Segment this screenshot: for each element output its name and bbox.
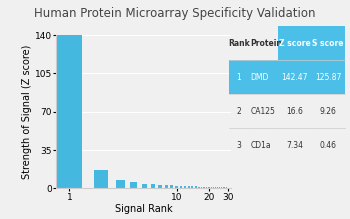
Text: 9.26: 9.26	[320, 107, 337, 116]
Bar	[175, 186, 178, 188]
Bar	[53, 32, 82, 188]
Text: 142.47: 142.47	[282, 73, 308, 82]
Text: 16.6: 16.6	[286, 107, 303, 116]
Bar	[215, 187, 216, 188]
Bar	[213, 187, 214, 188]
Bar	[141, 184, 147, 188]
Text: Rank: Rank	[228, 39, 250, 48]
Y-axis label: Strength of Signal (Z score): Strength of Signal (Z score)	[22, 44, 32, 179]
Text: CA125: CA125	[250, 107, 275, 116]
Text: Human Protein Microarray Specificity Validation: Human Protein Microarray Specificity Val…	[34, 7, 316, 19]
Bar	[158, 185, 162, 188]
Text: 7.34: 7.34	[286, 141, 303, 150]
Bar	[191, 186, 194, 188]
Bar	[201, 187, 202, 188]
Text: 3: 3	[237, 141, 241, 150]
X-axis label: Signal Rank: Signal Rank	[115, 204, 172, 214]
Bar	[131, 182, 138, 188]
Text: 125.87: 125.87	[315, 73, 341, 82]
Bar	[188, 186, 190, 188]
Bar	[184, 186, 187, 188]
Text: 1: 1	[237, 73, 241, 82]
Bar	[198, 187, 199, 188]
Bar	[208, 187, 210, 188]
Bar	[226, 187, 227, 188]
Text: DMD: DMD	[250, 73, 269, 82]
Text: Z score: Z score	[279, 39, 311, 48]
Bar	[150, 184, 155, 188]
Bar	[224, 187, 225, 188]
Bar	[211, 187, 212, 188]
Bar	[223, 187, 224, 188]
Bar	[116, 180, 125, 188]
Text: Protein: Protein	[250, 39, 282, 48]
Bar	[180, 186, 182, 188]
Text: 0.46: 0.46	[320, 141, 337, 150]
Bar	[206, 187, 208, 188]
Bar	[228, 187, 229, 188]
Text: 2: 2	[237, 107, 241, 116]
Bar	[219, 187, 220, 188]
Text: S score: S score	[312, 39, 344, 48]
Bar	[94, 170, 108, 188]
Bar	[217, 187, 218, 188]
Bar	[203, 187, 205, 188]
Bar	[221, 187, 222, 188]
Bar	[195, 187, 197, 188]
Bar	[170, 185, 173, 188]
Text: CD1a: CD1a	[250, 141, 271, 150]
Bar	[164, 185, 168, 188]
